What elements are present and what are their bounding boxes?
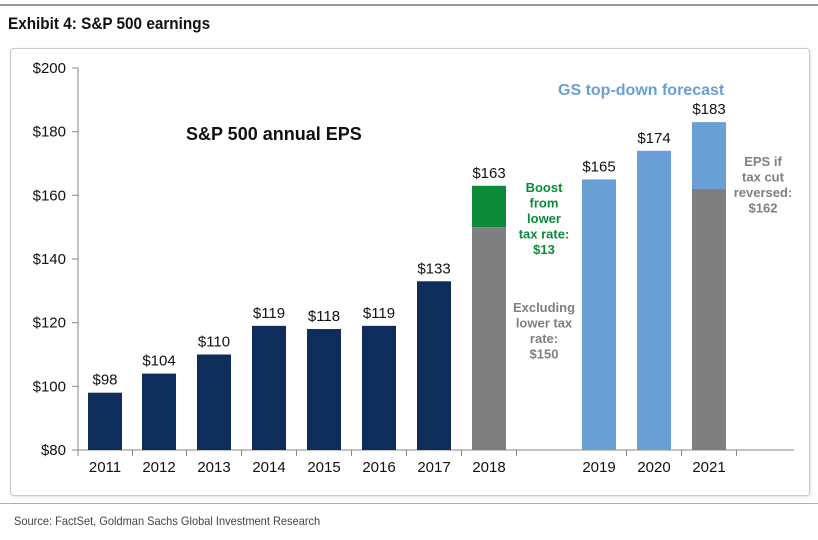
annotation-line: Boost	[526, 180, 564, 195]
x-tick-label-2011: 2011	[89, 459, 121, 476]
annotation-line: from	[530, 196, 559, 211]
y-tick-label: $180	[33, 124, 66, 141]
source-note: Source: FactSet, Goldman Sachs Global In…	[14, 514, 321, 528]
bar-2015	[307, 329, 341, 450]
x-tick-label-2018: 2018	[472, 459, 505, 476]
chart-title: S&P 500 annual EPS	[186, 124, 362, 144]
bar-2021-base	[692, 188, 726, 450]
annotation-line: Excluding	[513, 300, 575, 315]
annotation-line: tax cut	[742, 170, 785, 185]
annotation-line: tax rate:	[519, 227, 570, 242]
x-tick-label-2015: 2015	[307, 459, 340, 476]
bar-2011	[88, 392, 122, 450]
value-label-2019: $165	[582, 158, 615, 175]
value-label-2021: $183	[692, 101, 725, 118]
value-label-2020: $174	[637, 130, 670, 147]
bottom-rule	[0, 503, 818, 504]
y-tick-label: $120	[33, 315, 66, 332]
bar-2021-forecast	[692, 122, 726, 189]
forecast-label: GS top-down forecast	[558, 82, 725, 99]
value-labels: $98 $104 $110 $119 $118 $119 $133 $163 $165 $174 $…	[92, 101, 725, 389]
y-tick-label: $100	[33, 378, 66, 395]
value-label-2017: $133	[417, 260, 450, 277]
y-ticks: $80 $100 $120 $140 $160 $180 $200	[33, 60, 78, 459]
top-rule	[0, 4, 818, 6]
bar-2018-excluding	[472, 227, 506, 450]
bar-2012	[142, 373, 176, 450]
annotation-line: EPS if	[744, 154, 782, 169]
x-tick-label-2012: 2012	[142, 459, 175, 476]
bar-2018-boost	[472, 185, 506, 228]
x-tick-label-2017: 2017	[417, 459, 450, 476]
x-tick-label-2020: 2020	[637, 459, 670, 476]
chart-panel	[10, 48, 810, 496]
annotation-line: $150	[530, 347, 559, 362]
annotation-line: rate:	[530, 331, 558, 346]
x-tick-label-2013: 2013	[197, 459, 230, 476]
value-label-2018: $163	[472, 165, 505, 182]
bar-2019	[582, 179, 616, 450]
value-label-2015: $118	[308, 308, 340, 325]
y-tick-label: $200	[33, 60, 66, 77]
bar-2016	[362, 325, 396, 450]
x-ticks: 2011 2012 2013 2014 2015 2016 2017 2018 2019 2020…	[77, 450, 737, 476]
exhibit-title: Exhibit 4: S&P 500 earnings	[8, 14, 211, 33]
y-tick-label: $80	[41, 442, 66, 459]
value-label-2016: $119	[363, 305, 395, 322]
x-tick-label-2016: 2016	[362, 459, 395, 476]
annotation-line: $13	[533, 242, 555, 257]
annotation-line: reversed:	[734, 185, 793, 200]
x-tick-label-2019: 2019	[582, 459, 615, 476]
y-tick-label: $140	[33, 251, 66, 268]
annotation-line: lower tax	[516, 316, 573, 331]
annotation-line: lower	[527, 211, 561, 226]
y-tick-label: $160	[33, 187, 66, 204]
bars	[88, 122, 726, 450]
value-label-2011: $98	[92, 372, 117, 389]
x-tick-label-2014: 2014	[252, 459, 285, 476]
bar-2020	[637, 150, 671, 450]
value-label-2014: $119	[253, 305, 285, 322]
annotation-line: $162	[749, 201, 778, 216]
x-tick-label-2021: 2021	[692, 459, 725, 476]
value-label-2012: $104	[142, 353, 175, 370]
bar-2013	[197, 354, 231, 450]
bar-2014	[252, 325, 286, 450]
bar-2017	[417, 281, 451, 450]
value-label-2013: $110	[198, 334, 230, 351]
